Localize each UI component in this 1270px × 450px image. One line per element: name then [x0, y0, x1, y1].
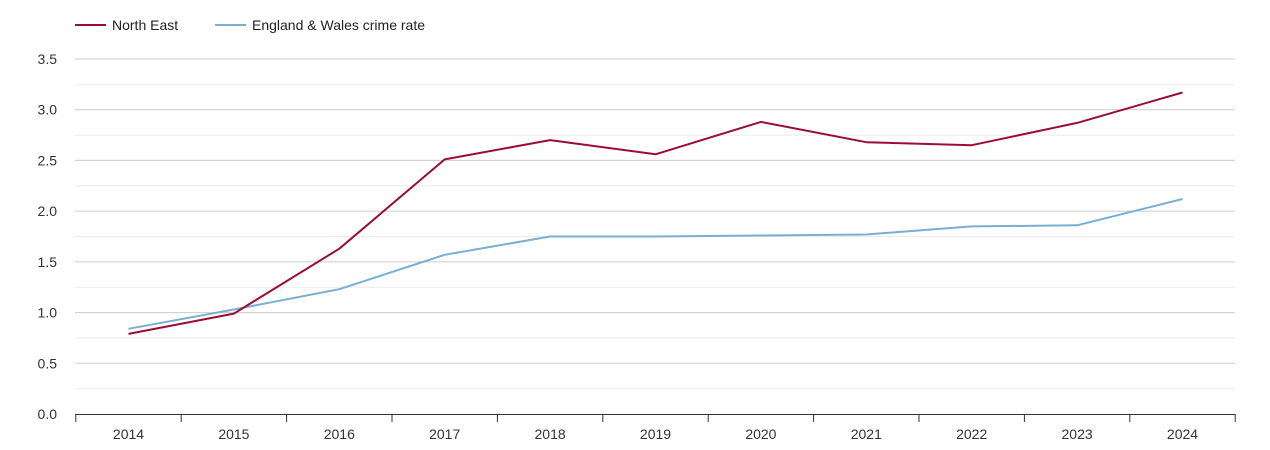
y-tick-label: 2.5	[38, 152, 58, 168]
legend-label-england-wales: England & Wales crime rate	[252, 17, 425, 33]
legend-item-england-wales[interactable]: England & Wales crime rate	[215, 17, 425, 33]
legend-label-north-east: North East	[112, 17, 178, 33]
x-tick-label: 2020	[745, 426, 776, 442]
y-tick-label: 1.5	[38, 254, 58, 270]
y-tick-label: 3.5	[38, 51, 58, 67]
gridlines	[75, 58, 1235, 390]
y-axis-ticks: 0.0 0.5 1.0 1.5 2.0 2.5 3.0 3.5	[38, 51, 58, 422]
y-tick-label: 3.0	[38, 102, 58, 118]
y-tick-label: 0.0	[38, 406, 58, 422]
y-tick-label: 1.0	[38, 305, 58, 321]
series-lines	[128, 91, 1183, 335]
legend: North East England & Wales crime rate	[75, 17, 425, 33]
x-tick-label: 2021	[851, 426, 882, 442]
legend-item-north-east[interactable]: North East	[75, 17, 178, 33]
x-tick-label: 2014	[113, 426, 144, 442]
y-tick-label: 0.5	[38, 355, 58, 371]
x-tick-label: 2024	[1167, 426, 1198, 442]
x-tick-label: 2022	[956, 426, 987, 442]
x-tick-label: 2015	[218, 426, 249, 442]
x-tick-label: 2023	[1062, 426, 1093, 442]
series-line-north-east[interactable]	[128, 91, 1183, 335]
x-tick-label: 2017	[429, 426, 460, 442]
x-tick-label: 2016	[324, 426, 355, 442]
x-tick-label: 2018	[535, 426, 566, 442]
x-tick-label: 2019	[640, 426, 671, 442]
y-tick-label: 2.0	[38, 203, 58, 219]
x-axis-ticks: 2014 2015 2016 2017 2018 2019 2020 2021 2022 2023…	[75, 414, 1236, 442]
series-line-england-wales[interactable]	[128, 198, 1183, 330]
